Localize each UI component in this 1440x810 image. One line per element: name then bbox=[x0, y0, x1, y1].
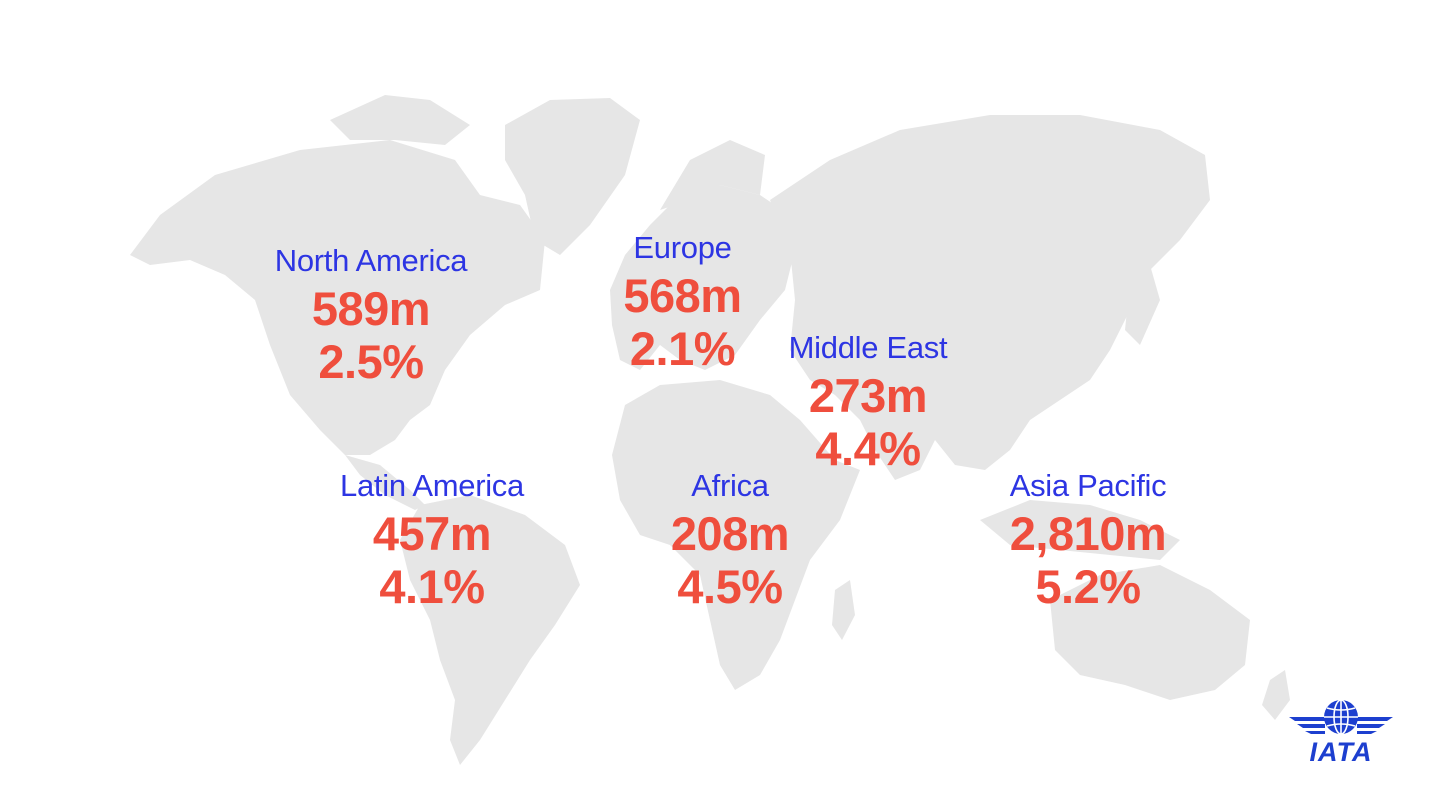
region-middle-east: Middle East 273m 4.4% bbox=[775, 332, 961, 472]
south-america-landmass bbox=[400, 495, 580, 765]
central-america-landmass bbox=[345, 455, 425, 510]
north-america-landmass bbox=[130, 140, 545, 455]
region-europe: Europe 568m 2.1% bbox=[600, 232, 765, 372]
region-passengers: 589m bbox=[311, 282, 431, 335]
region-name: Europe bbox=[633, 230, 732, 265]
region-passengers: 2,810m bbox=[1009, 507, 1167, 560]
region-passengers: 208m bbox=[670, 507, 790, 560]
region-name: Latin America bbox=[340, 468, 524, 503]
region-africa: Africa 208m 4.5% bbox=[650, 470, 810, 610]
madagascar-landmass bbox=[832, 580, 855, 640]
region-latin-america: Latin America 457m 4.1% bbox=[320, 470, 544, 610]
asia-landmass bbox=[770, 115, 1210, 480]
iata-logo: IATA bbox=[1285, 695, 1397, 771]
africa-landmass bbox=[612, 380, 860, 690]
japan-landmass bbox=[1125, 265, 1160, 345]
globe-wings-icon bbox=[1289, 699, 1393, 735]
iata-logo-text: IATA bbox=[1309, 737, 1373, 767]
region-growth: 2.1% bbox=[629, 322, 736, 375]
region-passengers: 457m bbox=[372, 507, 492, 560]
region-growth: 4.5% bbox=[677, 560, 783, 613]
region-passengers: 273m bbox=[808, 369, 928, 422]
region-north-america: North America 589m 2.5% bbox=[255, 245, 487, 385]
region-growth: 2.5% bbox=[318, 335, 424, 388]
region-name: Africa bbox=[691, 468, 769, 503]
greenland-landmass bbox=[505, 98, 640, 255]
region-asia-pacific: Asia Pacific 2,810m 5.2% bbox=[990, 470, 1186, 610]
europe-landmass bbox=[610, 185, 795, 370]
region-growth: 5.2% bbox=[1035, 560, 1141, 613]
arctic-islands bbox=[330, 95, 470, 145]
region-name: Middle East bbox=[788, 330, 948, 365]
new-zealand-landmass bbox=[1262, 670, 1290, 720]
australia-landmass bbox=[1050, 565, 1250, 700]
scandinavia-landmass bbox=[660, 140, 765, 210]
region-growth: 4.4% bbox=[815, 422, 921, 475]
southeast-asia-islands bbox=[980, 500, 1180, 560]
region-passengers: 568m bbox=[623, 269, 742, 322]
region-growth: 4.1% bbox=[379, 560, 485, 613]
region-name: Asia Pacific bbox=[1009, 468, 1167, 503]
region-name: North America bbox=[274, 243, 468, 278]
